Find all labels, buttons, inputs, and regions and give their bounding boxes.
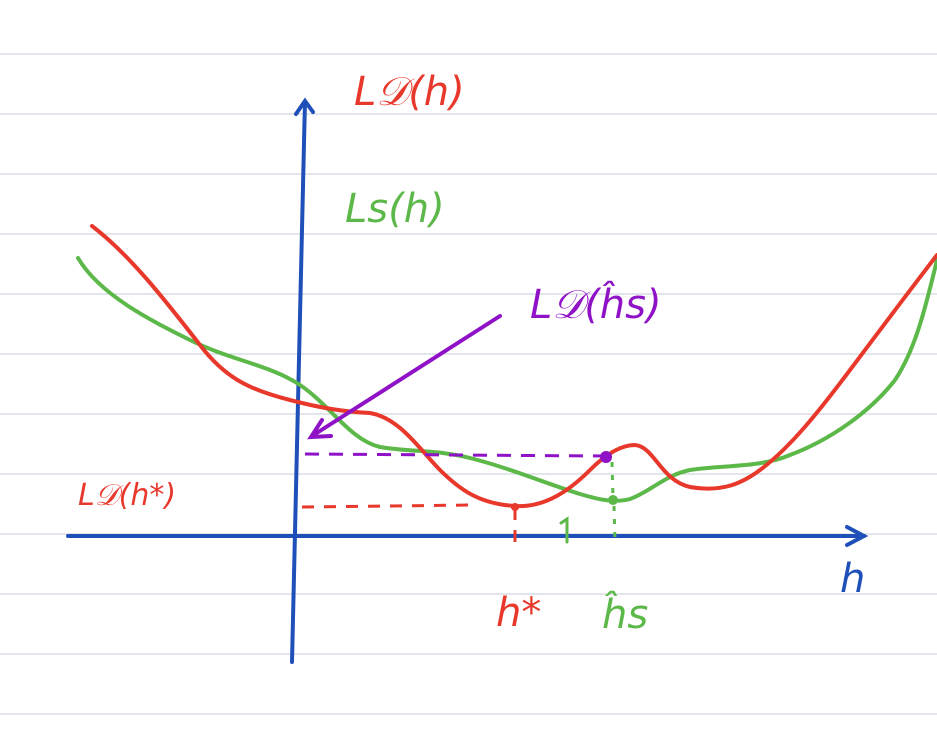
ld-h-label: L𝒟(h) — [354, 69, 465, 115]
h-hat-s-training-point — [608, 495, 618, 505]
h-star-guides — [301, 503, 517, 542]
ls-h-label: Ls(h) — [345, 186, 445, 232]
green-tick-mark — [559, 516, 569, 544]
ruled-lines — [0, 53, 937, 715]
horizontal-axis — [66, 525, 869, 547]
true-loss-curve — [90, 224, 937, 509]
ld-hs-guide — [304, 452, 606, 458]
horizontal-axis-arrowhead — [845, 525, 869, 547]
h-hat-s-guides — [610, 461, 617, 543]
vertical-axis — [290, 97, 315, 664]
ld-hs-arrow — [307, 314, 502, 440]
h-star-point — [511, 503, 519, 511]
ld-hs-label: L𝒟(ĥs) — [530, 280, 662, 328]
h-hat-s-label: ĥs — [602, 590, 648, 638]
ld-hstar-label: L𝒟(h*) — [78, 478, 176, 513]
h-star-label: h* — [496, 590, 541, 636]
h-axis-label: h — [840, 556, 865, 602]
ld-hs-point — [600, 451, 612, 463]
training-loss-curve — [76, 256, 937, 503]
vertical-axis-arrowhead — [294, 97, 315, 116]
